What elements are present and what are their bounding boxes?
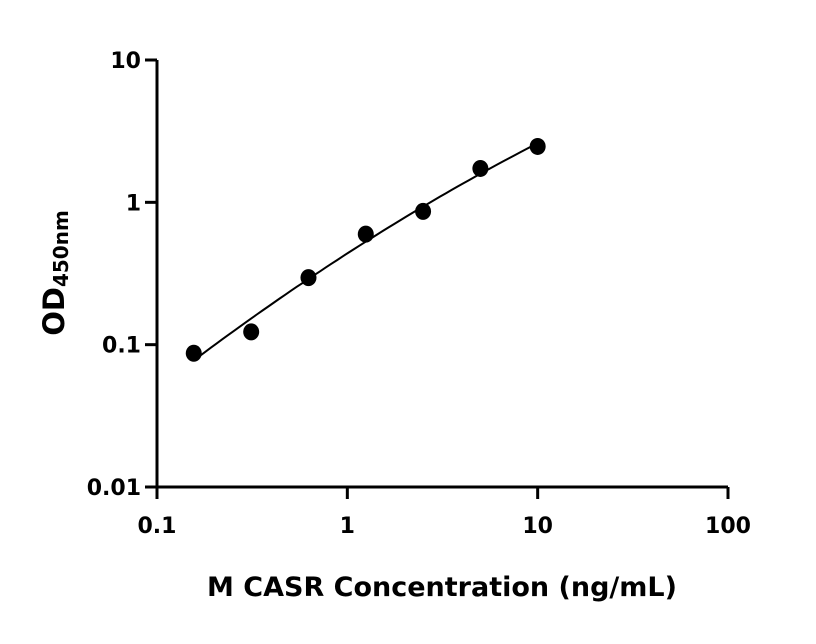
- data-point: [185, 344, 202, 362]
- data-point: [357, 225, 374, 243]
- y-tick-label: 10: [110, 49, 141, 74]
- y-tick-label: 0.01: [87, 476, 141, 501]
- axes: 0.01 0.1 1 10 0.1 1 10 100: [87, 49, 751, 539]
- data-point: [415, 202, 432, 220]
- y-axis-label-main: OD: [37, 287, 71, 336]
- y-axis-label-sub: 450nm: [49, 210, 73, 287]
- data-point: [472, 159, 489, 177]
- data-points: [185, 137, 546, 362]
- x-tick-label: 10: [522, 514, 553, 539]
- data-point: [300, 269, 317, 287]
- x-tick-label: 100: [705, 514, 751, 539]
- y-tick-label: 0.1: [102, 334, 141, 359]
- data-point: [529, 137, 546, 155]
- x-axis-label: M CASR Concentration (ng/mL): [207, 572, 677, 603]
- x-tick-label: 0.1: [138, 514, 177, 539]
- y-tick-label: 1: [126, 191, 141, 216]
- data-point: [243, 323, 260, 341]
- y-axis-label: OD450nm: [37, 210, 73, 336]
- x-tick-label: 1: [340, 514, 355, 539]
